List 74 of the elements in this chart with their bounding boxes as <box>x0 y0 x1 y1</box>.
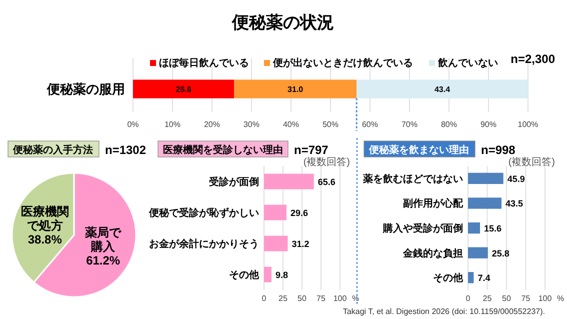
bar <box>468 222 480 234</box>
data-label: 25.8 <box>492 248 510 258</box>
data-label: 45.9 <box>507 174 525 184</box>
x-tick-label: 100 <box>333 294 348 303</box>
bar <box>264 266 272 282</box>
y-tick-label: 副作用が心配 <box>403 198 464 210</box>
annotation: n=2,300 <box>510 52 556 66</box>
x-tick-label: 40% <box>282 120 300 129</box>
data-label: 31.2 <box>292 239 310 249</box>
bar <box>356 80 528 98</box>
text: n=1302 <box>105 143 146 157</box>
data-label: 61.2% <box>86 254 120 268</box>
y-tick-label: 金銭的な負担 <box>402 247 463 260</box>
x-tick-label: 0 <box>466 294 471 303</box>
data-label: 7.4 <box>478 273 490 284</box>
slice-label: 薬局で購入 <box>84 226 122 254</box>
legend-label: 便が出ないときだけ飲んでいる <box>272 57 413 69</box>
text: n=797 <box>294 143 329 157</box>
data-label: 43.4 <box>434 85 451 94</box>
text: n=998 <box>481 143 516 157</box>
y-tick-label: その他 <box>433 272 464 284</box>
data-label: 31.0 <box>288 85 304 94</box>
data-label: 25.6 <box>176 85 192 94</box>
bar <box>264 204 286 220</box>
x-tick-label: 100% <box>518 120 538 129</box>
x-tick-label: 10% <box>164 120 181 129</box>
x-tick-label: 90% <box>480 120 497 129</box>
data-label: 29.6 <box>290 208 308 218</box>
data-label: 43.5 <box>505 198 524 209</box>
x-tick-label: 100 <box>538 294 552 303</box>
y-tick-label: 便秘薬の服用 <box>46 82 125 97</box>
legend-label: ほぼ毎日飲んでいる <box>159 57 249 69</box>
y-tick-label: 便秘で受診が恥ずかしい <box>148 207 259 219</box>
annotation: (複数回答) <box>508 156 555 168</box>
data-label: 38.8% <box>28 232 62 246</box>
x-tick-label: 0% <box>127 120 139 129</box>
bar <box>264 236 288 252</box>
bar <box>133 80 234 98</box>
y-tick-label: お金が余計にかかりそう <box>149 238 259 250</box>
x-tick-label: 25 <box>278 294 288 303</box>
x-axis-title: % <box>557 294 564 303</box>
y-tick-label: 薬を飲むほどではない <box>362 172 463 185</box>
data-label: 65.6 <box>318 177 336 187</box>
y-tick-label: 受診が面倒 <box>208 176 259 188</box>
x-tick-label: 60% <box>362 120 378 129</box>
x-tick-label: 20% <box>204 120 220 129</box>
data-label: 15.6 <box>484 224 502 234</box>
x-tick-label: 25 <box>482 294 492 303</box>
x-tick-label: 75 <box>521 294 531 303</box>
data-label: 9.8 <box>275 270 288 280</box>
chart-title: 便秘薬を飲まない理由 <box>368 144 469 156</box>
chart-title: 便秘薬の入手方法 <box>12 144 93 156</box>
chart-title: 医療機関を受診しない理由 <box>163 144 283 156</box>
chart-title: 便秘薬の状況 <box>231 13 334 32</box>
x-tick-label: 70% <box>401 120 418 129</box>
x-tick-label: 50 <box>298 294 307 303</box>
x-tick-label: 80% <box>440 120 458 129</box>
text: Takagi T, et al. Digestion 2026 (doi: 10.1159/000552237). <box>342 307 545 316</box>
annotation: (複数回答) <box>303 156 350 168</box>
x-tick-label: 50% <box>322 120 339 129</box>
x-tick-label: 50 <box>502 294 512 303</box>
y-tick-label: 購入や受診が面倒 <box>382 222 463 234</box>
x-tick-label: 75 <box>316 294 326 303</box>
x-tick-label: 0 <box>262 294 267 303</box>
bar <box>264 174 314 190</box>
slice-label: 医療機関で処方 <box>20 204 69 232</box>
legend-label: 飲んでいない <box>437 57 498 69</box>
bar <box>234 80 357 98</box>
bar <box>468 247 488 258</box>
bar <box>468 272 474 284</box>
bar <box>468 198 502 209</box>
x-tick-label: 30% <box>243 120 260 129</box>
y-tick-label: その他 <box>229 269 260 281</box>
bar <box>468 172 504 184</box>
